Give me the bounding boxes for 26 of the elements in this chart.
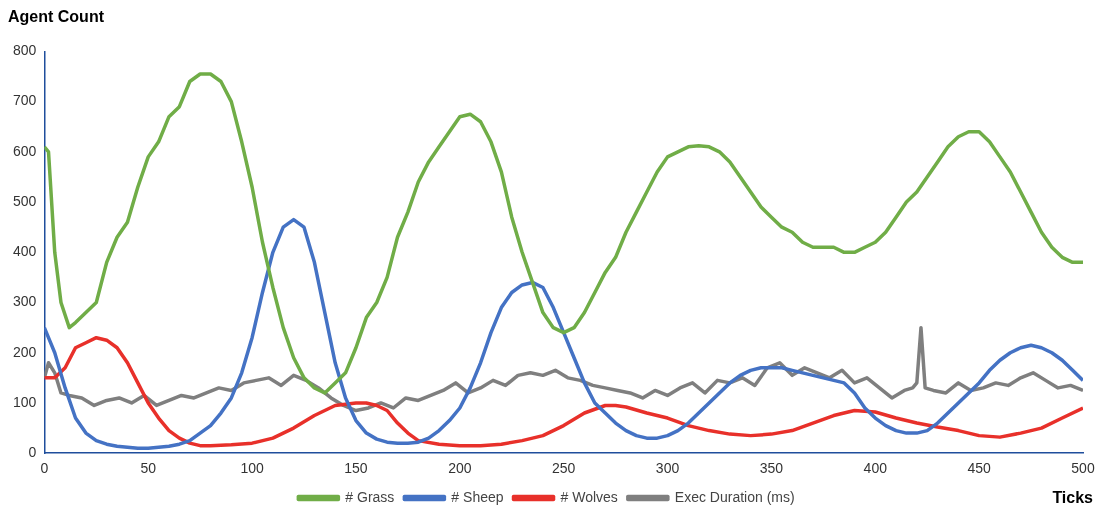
legend-label: # Grass xyxy=(345,488,395,505)
x-tick-label: 0 xyxy=(40,460,49,477)
x-tick-label: 100 xyxy=(240,460,264,477)
y-tick-label: 100 xyxy=(13,393,37,410)
legend-label: Exec Duration (ms) xyxy=(674,488,795,505)
y-axis-title: Agent Count xyxy=(8,8,104,26)
x-tick-label: 450 xyxy=(967,460,992,477)
y-tick-label: 800 xyxy=(13,42,37,59)
legend-label: # Wolves xyxy=(560,488,618,505)
y-tick-label: 300 xyxy=(13,293,37,310)
x-tick-label: 300 xyxy=(655,460,680,477)
y-tick-label: 700 xyxy=(13,92,37,109)
y-tick-label: 500 xyxy=(13,192,37,209)
legend-label: # Sheep xyxy=(451,488,504,505)
x-tick-label: 50 xyxy=(140,460,157,477)
y-tick-label: 200 xyxy=(13,343,37,360)
x-tick-label: 500 xyxy=(1071,460,1095,477)
x-tick-label: 150 xyxy=(344,460,368,477)
x-tick-label: 350 xyxy=(759,460,784,477)
x-tick-label: 400 xyxy=(863,460,888,477)
y-tick-label: 0 xyxy=(28,444,37,461)
y-tick-label: 600 xyxy=(13,142,37,159)
y-tick-label: 400 xyxy=(13,243,37,260)
x-tick-label: 250 xyxy=(552,460,576,477)
x-tick-label: 200 xyxy=(448,460,472,477)
x-axis-title: Ticks xyxy=(1052,489,1093,507)
